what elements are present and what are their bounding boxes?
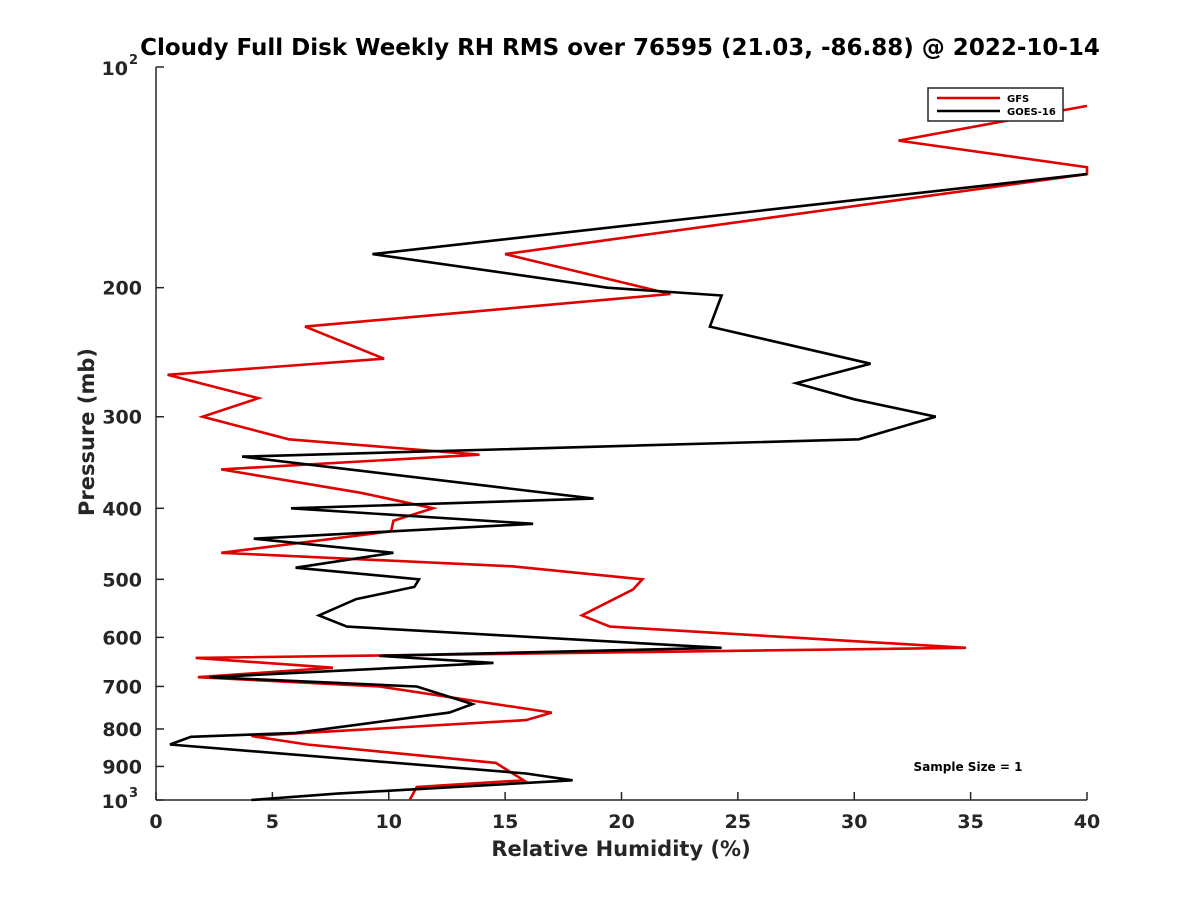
series-line-gfs [167,104,1089,801]
x-tick-label: 15 [492,811,518,833]
x-axis-label: Relative Humidity (%) [491,837,750,861]
plot-area: 0 5 10 15 20 25 30 35 40 200 300 400 500 600 700 800 900… [102,53,1101,833]
y-bottom-tick-label-base: 10 [102,791,128,813]
sample-size-annotation: Sample Size = 1 [914,760,1023,774]
chart-title: Cloudy Full Disk Weekly RH RMS over 7659… [140,35,1100,61]
y-tick-label: 600 [102,627,142,649]
x-tick-label: 25 [725,811,751,833]
legend-label-goes-16: GOES-16 [1007,107,1056,118]
y-top-tick-label: 10 2 [102,53,139,80]
series-line-goes-16 [169,172,1088,802]
x-tick-label: 0 [149,811,162,833]
legend: GFS GOES-16 [927,87,1064,122]
legend-label-gfs: GFS [1007,94,1029,105]
x-tick-label: 10 [376,811,402,833]
y-tick-label: 300 [102,407,142,429]
y-tick-label: 700 [102,676,142,698]
x-tick-label: 5 [266,811,279,833]
x-tick-label: 20 [608,811,634,833]
y-top-tick-label-exp: 2 [129,53,138,68]
y-tick-label: 800 [102,719,142,741]
x-tick-label: 30 [841,811,867,833]
y-tick-label: 500 [102,569,142,591]
y-tick-label: 900 [102,756,142,778]
y-top-tick-label-base: 10 [102,58,128,80]
y-axis-label: Pressure (mb) [75,348,99,516]
legend-box [927,87,1064,122]
y-bottom-tick-label: 10 3 [102,786,139,813]
y-tick-label: 200 [102,278,142,300]
y-bottom-tick-label-exp: 3 [129,786,138,801]
y-tick-label: 400 [102,498,142,520]
x-tick-label: 35 [957,811,983,833]
x-tick-label: 40 [1074,811,1100,833]
